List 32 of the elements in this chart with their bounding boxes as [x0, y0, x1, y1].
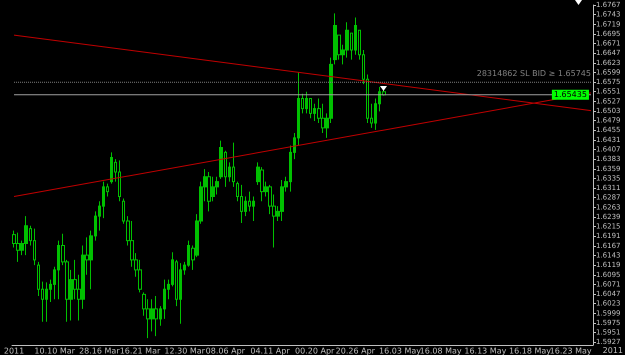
- ref-line-label: 1.65435: [554, 90, 587, 100]
- candlestick: [154, 296, 158, 337]
- x-tick-label: 08.06 Apr: [206, 346, 246, 355]
- x-tick-label: 16.23 May: [550, 346, 592, 355]
- x-tick-label: 12.30 Mar: [164, 346, 206, 355]
- candlestick: [252, 196, 255, 222]
- candlestick: [240, 184, 243, 224]
- candlestick: [260, 166, 264, 202]
- x-tick-label: 16.18 May: [509, 346, 552, 355]
- ref-line-label: 28314862 SL BID ≥ 1.65745: [476, 68, 591, 78]
- candlestick: [207, 171, 211, 212]
- candlestick: [179, 262, 182, 324]
- candlestick: [118, 160, 121, 202]
- x-tick-label: 04.11 Apr: [250, 346, 290, 355]
- candlestick: [33, 228, 36, 266]
- x-tick-label: 20.26 Apr: [336, 346, 376, 355]
- x-tick-label: 00.20 Apr: [295, 346, 336, 355]
- candlestick: [280, 180, 284, 222]
- candlestick: [24, 216, 28, 256]
- x-tick-label: 28.16 Mar: [79, 346, 120, 355]
- x-tick-label: 16.08 May: [420, 346, 462, 355]
- candlestick: [354, 16, 357, 56]
- candlestick: [45, 282, 48, 322]
- x-tick-label: 16.21 Mar: [120, 346, 161, 355]
- candlestick: [305, 91, 308, 114]
- candlestick: [16, 232, 20, 262]
- candlestick: [110, 152, 113, 184]
- x-tick-label: 2011: [4, 346, 24, 355]
- x-tick-label: 16.03 May: [379, 346, 422, 355]
- x-tick-label: 10.10 Mar: [34, 346, 76, 355]
- x-tick-label: 16.13 May: [464, 346, 507, 355]
- candlestick: [232, 142, 235, 188]
